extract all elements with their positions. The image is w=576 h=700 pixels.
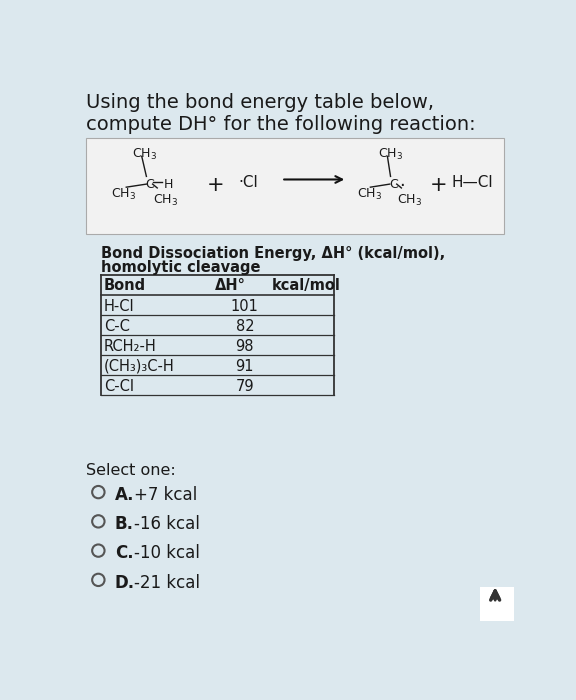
Text: A.: A. <box>115 486 134 504</box>
Text: B.: B. <box>115 515 134 533</box>
Text: Select one:: Select one: <box>86 463 176 478</box>
Text: 101: 101 <box>231 299 259 314</box>
Text: CH$_3$: CH$_3$ <box>397 193 423 209</box>
Text: CH$_3$: CH$_3$ <box>132 147 158 162</box>
Text: ·Cl: ·Cl <box>238 175 259 190</box>
FancyBboxPatch shape <box>86 138 505 234</box>
Circle shape <box>92 574 105 586</box>
Text: +: + <box>207 175 224 195</box>
Text: RCH₂-H: RCH₂-H <box>104 339 157 354</box>
Circle shape <box>92 486 105 498</box>
Text: CH$_3$: CH$_3$ <box>378 147 403 162</box>
Circle shape <box>92 515 105 528</box>
Text: H—Cl: H—Cl <box>452 175 494 190</box>
Text: C: C <box>389 178 398 191</box>
Text: homolytic cleavage: homolytic cleavage <box>101 260 261 274</box>
Text: Using the bond energy table below,: Using the bond energy table below, <box>86 93 434 112</box>
Text: CH$_3$: CH$_3$ <box>357 186 382 202</box>
FancyBboxPatch shape <box>480 587 514 621</box>
Text: -10 kcal: -10 kcal <box>134 545 200 563</box>
Text: 82: 82 <box>236 319 254 334</box>
Text: +: + <box>430 175 448 195</box>
Text: -16 kcal: -16 kcal <box>134 515 200 533</box>
Text: H-Cl: H-Cl <box>104 299 134 314</box>
FancyBboxPatch shape <box>95 242 334 400</box>
Text: D.: D. <box>115 574 135 592</box>
Text: C.: C. <box>115 545 133 563</box>
Text: C-C: C-C <box>104 319 130 334</box>
Text: -21 kcal: -21 kcal <box>134 574 200 592</box>
Text: Bond Dissociation Energy, ΔH° (kcal/mol),: Bond Dissociation Energy, ΔH° (kcal/mol)… <box>101 246 446 260</box>
Text: Bond: Bond <box>104 278 146 293</box>
Text: CH$_3$: CH$_3$ <box>153 193 179 209</box>
Text: C: C <box>145 178 154 191</box>
Text: kcal/mol: kcal/mol <box>272 278 341 293</box>
Text: compute DH° for the following reaction:: compute DH° for the following reaction: <box>86 115 476 134</box>
Text: 98: 98 <box>236 339 254 354</box>
Text: ·: · <box>399 177 405 195</box>
Text: 79: 79 <box>236 379 254 394</box>
Text: H: H <box>164 178 173 191</box>
Text: 91: 91 <box>236 359 254 374</box>
Text: CH$_3$: CH$_3$ <box>111 186 136 202</box>
Text: C-Cl: C-Cl <box>104 379 134 394</box>
Circle shape <box>92 545 105 556</box>
Text: (CH₃)₃C-H: (CH₃)₃C-H <box>104 359 175 374</box>
Text: ΔH°: ΔH° <box>215 278 247 293</box>
Text: +7 kcal: +7 kcal <box>134 486 197 504</box>
